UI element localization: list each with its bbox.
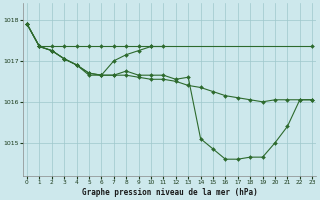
- X-axis label: Graphe pression niveau de la mer (hPa): Graphe pression niveau de la mer (hPa): [82, 188, 258, 197]
